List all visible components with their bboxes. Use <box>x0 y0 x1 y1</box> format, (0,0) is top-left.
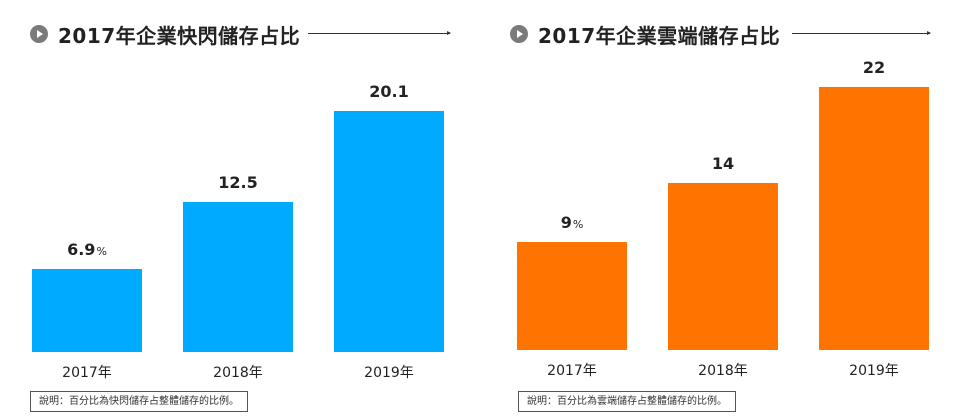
arrow-bullet-icon <box>510 25 528 43</box>
bar-value-label: 12.5 <box>183 173 293 192</box>
bar-value-number: 14 <box>711 154 735 173</box>
bar-value-label: 20.1 <box>334 82 444 101</box>
bar-value-number: 20.1 <box>369 82 409 101</box>
chart-panel-cloud: 2017年企業雲端儲存占比 9% 2017年 14 2018年 22 2019年 說明：百… <box>480 0 960 420</box>
bar-plot-area: 6.9% 2017年 12.5 2018年 20.1 2019年 <box>32 82 444 381</box>
bar-value-unit: % <box>572 218 584 231</box>
x-tick-label: 2017年 <box>62 365 112 381</box>
bar-2 <box>183 202 293 352</box>
bar-value-number: 12.5 <box>218 173 258 192</box>
title-rule-line <box>308 31 451 35</box>
bar-1 <box>32 269 142 352</box>
arrow-head-icon <box>447 31 451 35</box>
bar-value-label: 22 <box>819 58 929 77</box>
bar-value-number: 9 <box>560 213 572 232</box>
bar-value-number: 6.9 <box>67 240 96 259</box>
x-tick-label: 2019年 <box>849 363 899 379</box>
bar-3 <box>334 111 444 352</box>
bar-value-label: 14 <box>668 154 778 173</box>
x-tick-label: 2018年 <box>213 365 263 381</box>
chart-panel-flash: 2017年企業快閃儲存占比 6.9% 2017年 12.5 2018年 20.1 2019… <box>30 20 451 412</box>
bar-value-label: 9% <box>517 213 627 232</box>
bar-value-unit: % <box>96 245 107 258</box>
bar-2 <box>668 183 778 350</box>
chart-title: 2017年企業雲端儲存占比 <box>538 23 781 48</box>
chart-header: 2017年企業雲端儲存占比 <box>510 20 780 48</box>
title-rule-line <box>792 31 931 35</box>
bar-value-label: 6.9% <box>32 240 142 259</box>
bar-3 <box>819 87 929 350</box>
x-tick-label: 2017年 <box>547 363 597 379</box>
bar-1 <box>517 242 627 350</box>
x-tick-label: 2018年 <box>698 363 748 379</box>
chart-note: 說明：百分比為快閃儲存占整體儲存的比例。 <box>30 391 248 412</box>
chart-note: 說明：百分比為雲端儲存占整體儲存的比例。 <box>518 391 736 412</box>
chart-header: 2017年企業快閃儲存占比 <box>30 20 300 48</box>
x-tick-label: 2019年 <box>364 365 414 381</box>
arrow-bullet-icon <box>30 25 48 43</box>
bar-value-number: 22 <box>862 58 886 77</box>
arrow-head-icon <box>927 31 931 35</box>
bar-plot-area: 9% 2017年 14 2018年 22 2019年 <box>480 0 960 420</box>
chart-title: 2017年企業快閃儲存占比 <box>58 23 301 48</box>
